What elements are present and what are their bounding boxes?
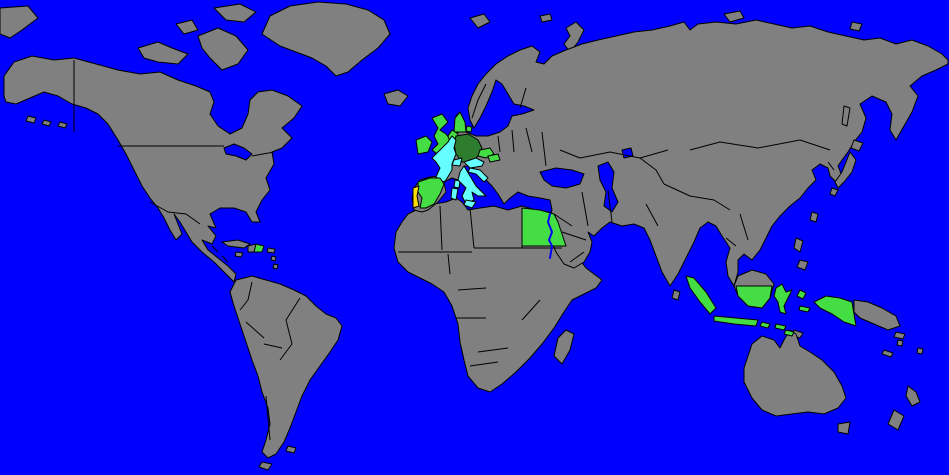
region-spain — [417, 177, 445, 209]
highlighted-regions — [253, 111, 857, 337]
region-austria — [463, 157, 485, 169]
island-wrangel — [849, 21, 863, 32]
country-borders — [73, 60, 835, 441]
island-sakhalin — [841, 105, 851, 127]
border-iran — [581, 189, 613, 227]
caspian-sea — [597, 161, 619, 213]
island-nz-south — [887, 409, 905, 431]
island-taiwan — [809, 211, 819, 223]
border-china-india — [663, 183, 731, 211]
region-slovakia — [487, 153, 501, 163]
region-portugal — [412, 185, 420, 209]
region-halmahera — [796, 289, 807, 300]
island-banks-victoria — [137, 41, 189, 65]
island-aleutian-2 — [41, 119, 52, 127]
island-tierra-del-fuego — [258, 461, 273, 471]
region-ireland — [415, 135, 433, 155]
island-franz-josef — [539, 13, 553, 23]
border-us-canada — [118, 145, 275, 157]
island-arctic-small — [175, 19, 199, 35]
region-java — [713, 315, 759, 327]
island-sri-lanka — [671, 289, 681, 301]
region-denmark-islands — [465, 125, 473, 133]
region-bali-lombok — [759, 321, 771, 329]
region-west-timor — [783, 329, 795, 337]
nile-river — [546, 213, 554, 259]
border-south-america-1 — [239, 281, 253, 311]
region-west-papua — [813, 295, 857, 327]
island-puerto-rico — [266, 247, 276, 254]
black-sea — [539, 167, 585, 189]
border-se-asia — [725, 213, 749, 247]
region-sicily — [463, 199, 477, 209]
border-south-america-4 — [265, 395, 271, 441]
landmass-north-america — [3, 55, 303, 283]
border-eastern-europe — [497, 127, 547, 167]
island-madagascar — [553, 329, 575, 365]
region-kalimantan — [735, 285, 773, 309]
landmass-south-america — [229, 275, 343, 459]
island-ellesmere — [213, 3, 257, 23]
border-korea-china — [827, 161, 835, 171]
border-central-america — [211, 245, 229, 263]
border-africa-1 — [469, 207, 475, 249]
border-mongolia — [689, 139, 831, 151]
region-sulawesi — [773, 283, 793, 315]
aral-sea — [621, 147, 634, 159]
island-iceland — [383, 89, 409, 107]
border-kazakh-china — [639, 157, 665, 185]
island-honshu — [834, 151, 857, 189]
border-india-pakistan — [645, 203, 659, 227]
region-sardinia — [450, 187, 459, 201]
region-switzerland — [451, 157, 463, 167]
inland-seas — [223, 143, 634, 213]
border-scandinavia — [471, 83, 487, 119]
island-baffin — [197, 27, 249, 71]
nile-river-line — [546, 213, 554, 259]
border-middle-east — [553, 213, 587, 263]
island-mindanao — [796, 259, 809, 271]
island-falklands — [285, 445, 297, 454]
border-africa-7 — [469, 347, 509, 367]
region-egypt — [521, 207, 567, 247]
border-finland-russia — [519, 87, 527, 109]
island-luzon — [793, 237, 804, 253]
border-us-mexico — [149, 201, 201, 225]
border-south-america-3 — [245, 321, 283, 349]
landmass-chukotka-wrap — [0, 5, 39, 39]
island-aleutian-3 — [57, 121, 68, 129]
island-lesser-antilles-1 — [270, 255, 277, 262]
island-kyushu — [829, 187, 839, 197]
island-nz-north — [905, 385, 921, 407]
region-dominican-republic — [253, 243, 265, 253]
region-flores — [774, 323, 787, 331]
island-vanuatu — [896, 339, 904, 347]
border-africa-3 — [398, 247, 522, 253]
island-fiji — [916, 347, 924, 355]
border-africa-5 — [447, 253, 487, 291]
border-africa-2 — [439, 205, 443, 251]
border-south-america-2 — [279, 297, 301, 361]
island-svalbard — [469, 13, 491, 29]
island-new-siberian — [723, 10, 745, 23]
border-russia-kazakh — [559, 149, 669, 159]
island-tasmania — [837, 421, 851, 435]
island-lesser-antilles-2 — [272, 263, 279, 270]
region-seram — [798, 305, 811, 313]
region-denmark — [453, 111, 467, 133]
great-lakes — [223, 143, 253, 161]
island-aleutian-1 — [25, 115, 37, 124]
border-africa-6 — [456, 299, 541, 321]
island-jamaica — [234, 251, 244, 258]
island-cuba — [221, 239, 251, 249]
island-new-guinea-png — [853, 299, 901, 331]
landmass-australia — [743, 329, 847, 417]
region-italy — [457, 165, 487, 205]
island-hokkaido — [850, 139, 864, 152]
region-sumatra — [685, 275, 717, 315]
island-new-britain — [893, 331, 906, 340]
landmass-greenland — [261, 1, 391, 77]
island-new-caledonia — [881, 349, 894, 358]
